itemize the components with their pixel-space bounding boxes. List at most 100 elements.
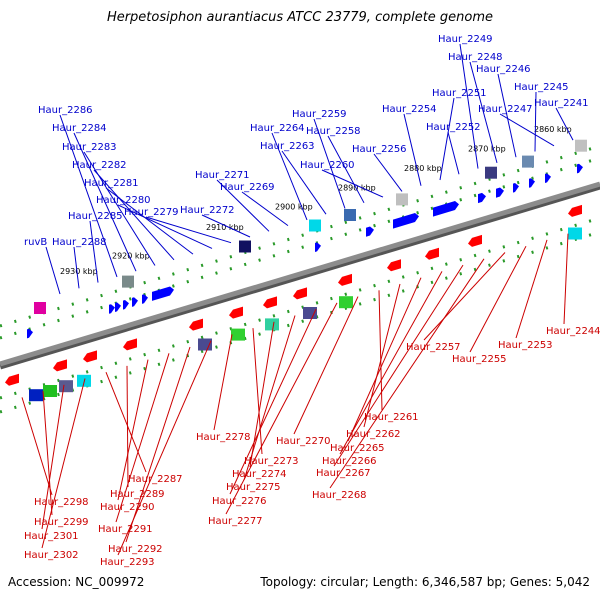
forward-gene-label: Haur_2269 (220, 182, 275, 193)
forward-gene-arrow (27, 328, 33, 339)
reverse-leader-line (126, 365, 129, 488)
reverse-leader-line (293, 296, 359, 435)
reverse-gene-arrow (5, 373, 19, 386)
gene-shape (53, 359, 67, 372)
reverse-gene-label: Haur_2291 (98, 524, 153, 535)
reverse-gene-label: Haur_2268 (312, 490, 367, 501)
reverse-leader-line (117, 340, 212, 556)
forward-gene-box (309, 219, 321, 232)
reverse-gene-arrow (123, 338, 137, 351)
reverse-gene-arrow (293, 287, 307, 300)
reverse-gene-box (231, 328, 245, 341)
forward-gene-label: Haur_2247 (478, 104, 533, 115)
forward-leader-line (281, 150, 327, 215)
forward-gene-label: Haur_2281 (84, 178, 139, 189)
kbp-tick-label: 2930 kbp (60, 267, 98, 276)
forward-leader-line (89, 220, 99, 283)
gene-shape (468, 234, 482, 247)
forward-leader-line (439, 97, 455, 181)
reverse-gene-label: Haur_2267 (316, 468, 371, 479)
forward-leader-line (201, 214, 251, 238)
topology-label: Topology: circular; Length: 6,346,587 bp… (260, 575, 590, 589)
forward-gene-arrow (132, 297, 138, 307)
forward-leader-line (105, 187, 194, 255)
forward-gene-label: Haur_2258 (306, 126, 361, 137)
forward-gene-label: Haur_2272 (180, 205, 235, 216)
kbp-tick-label: 2860 kbp (534, 125, 572, 134)
forward-gene-label: Haur_2264 (250, 123, 305, 134)
reverse-gene-box (43, 385, 57, 397)
reverse-gene-label: Haur_2302 (24, 550, 79, 561)
forward-gene-arrow (152, 286, 174, 301)
reverse-leader-line (363, 283, 401, 428)
forward-gene-label: Haur_2249 (438, 34, 493, 45)
forward-gene-label: Haur_2251 (432, 88, 487, 99)
forward-gene-box (522, 155, 534, 168)
reverse-leader-line (41, 384, 65, 530)
reverse-gene-label: Haur_2275 (226, 482, 281, 493)
kbp-tick-label: 2920 kbp (112, 251, 150, 260)
forward-gene-label: Haur_2248 (448, 52, 503, 63)
reverse-gene-label: Haur_2273 (244, 456, 299, 467)
forward-gene-label: Haur_2260 (300, 160, 355, 171)
forward-leader-line (59, 114, 118, 278)
reverse-gene-label: Haur_2261 (364, 412, 419, 423)
forward-leader-line (327, 135, 365, 204)
forward-gene-label: Haur_2286 (38, 105, 93, 116)
kbp-tick-label: 2880 kbp (404, 164, 442, 173)
forward-gene-arrow (529, 178, 535, 188)
reverse-gene-arrow (468, 234, 482, 247)
reverse-gene-label: Haur_2299 (34, 517, 89, 528)
gene-shape (189, 318, 203, 331)
reverse-gene-label: Haur_2292 (108, 544, 163, 555)
forward-gene-arrow (142, 294, 148, 304)
gene-shape (152, 286, 174, 301)
reverse-gene-box (568, 227, 582, 240)
gene-shape (132, 297, 138, 307)
forward-gene-label: Haur_2263 (260, 141, 315, 152)
reverse-gene-label: Haur_2289 (110, 489, 165, 500)
reverse-gene-box (59, 380, 73, 393)
reverse-gene-box (265, 318, 279, 331)
kbp-tick-label: 2900 kbp (275, 203, 313, 212)
reverse-leader-line (252, 328, 263, 455)
forward-gene-label: Haur_2271 (195, 170, 250, 181)
reverse-gene-arrow (387, 259, 401, 272)
reverse-leader-line (243, 315, 296, 481)
reverse-gene-label: Haur_2255 (452, 354, 507, 365)
forward-gene-box (34, 302, 46, 314)
forward-gene-arrow (496, 187, 504, 198)
forward-strand-guide (0, 144, 600, 328)
gene-shape (115, 302, 121, 313)
reverse-leader-line (329, 258, 485, 489)
forward-gene-arrow (478, 192, 486, 204)
reverse-leader-line (333, 264, 464, 467)
reverse-leader-line (347, 277, 422, 442)
reverse-gene-label: Haur_2253 (498, 340, 553, 351)
gene-shape (83, 350, 97, 363)
reverse-gene-box (303, 307, 317, 319)
reverse-leader-line (41, 378, 86, 549)
forward-gene-arrow (513, 183, 519, 193)
gene-shape (478, 192, 486, 204)
reverse-gene-label: Haur_2293 (100, 557, 155, 568)
forward-leader-line (271, 132, 308, 221)
forward-gene-label: Haur_2284 (52, 123, 107, 134)
reverse-gene-box (29, 389, 43, 402)
forward-gene-label: Haur_2246 (476, 64, 531, 75)
forward-gene-label: Haur_2259 (292, 109, 347, 120)
reverse-leader-line (213, 334, 233, 431)
gene-shape (338, 273, 352, 286)
kbp-tick-label: 2870 kbp (468, 145, 506, 154)
gene-shape (577, 163, 583, 174)
gene-shape (109, 304, 115, 314)
forward-leader-line (373, 153, 403, 192)
forward-leader-line (469, 61, 498, 164)
forward-leader-line (73, 132, 137, 272)
gene-shape (263, 296, 277, 309)
forward-gene-arrow (393, 212, 419, 229)
forward-gene-box (122, 275, 134, 288)
forward-gene-label: Haur_2241 (534, 98, 589, 109)
gene-shape (496, 187, 504, 198)
reverse-gene-label: Haur_2287 (128, 474, 183, 485)
